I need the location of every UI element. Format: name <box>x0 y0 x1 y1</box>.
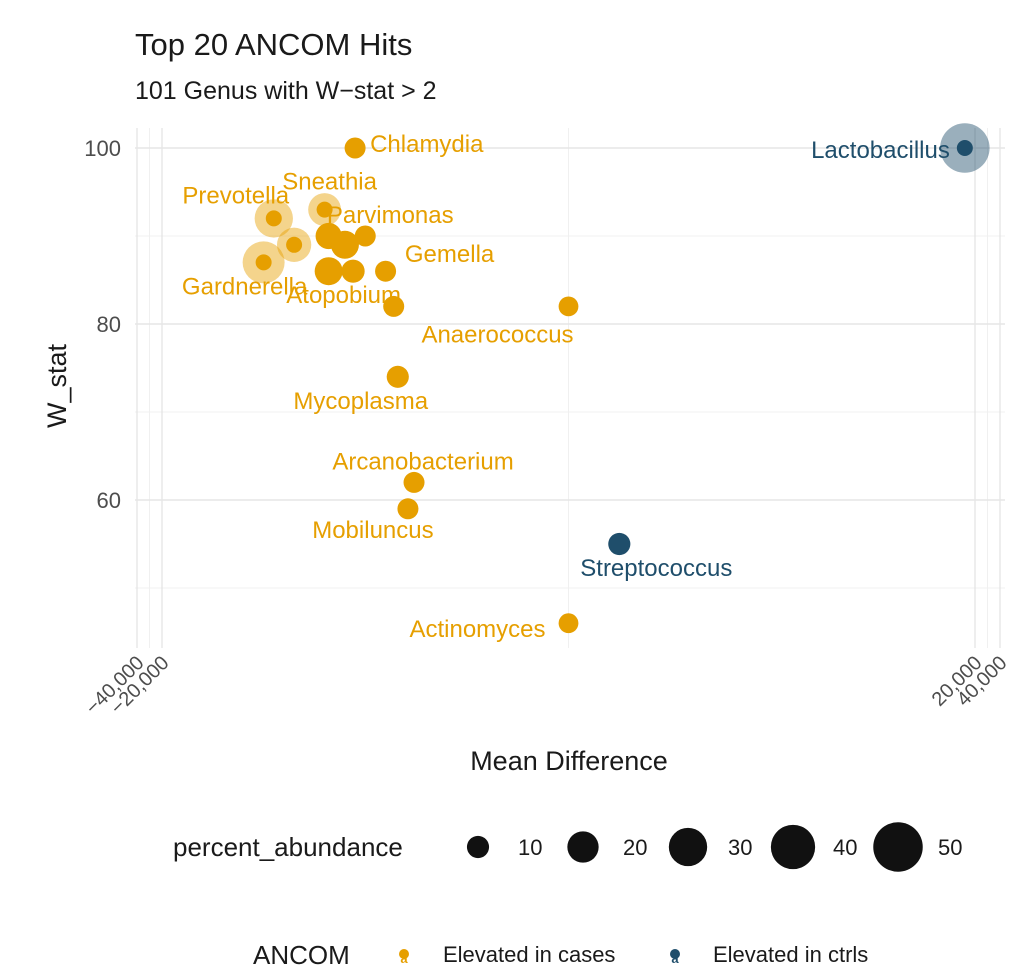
data-point-core <box>286 236 303 253</box>
legend-color-glyph: a <box>400 951 408 966</box>
legend-size-key <box>770 824 816 870</box>
data-point <box>558 613 579 634</box>
data-point-core <box>608 532 631 556</box>
point-label: Gardnerella <box>182 273 308 300</box>
data-point-core <box>383 295 405 317</box>
data-point <box>608 532 631 556</box>
legend-color-swatch <box>399 949 409 959</box>
legend-size-label: 40 <box>833 835 857 860</box>
point-label: Gemella <box>405 241 495 268</box>
point-label: Mobiluncus <box>312 517 433 544</box>
point-label: Streptococcus <box>580 555 732 582</box>
data-point-core <box>386 365 409 388</box>
point-label: Sneathia <box>282 169 377 196</box>
data-point-core <box>330 230 359 259</box>
data-point-core <box>558 296 579 317</box>
data-point <box>308 193 342 227</box>
point-label: Mycoplasma <box>293 388 428 415</box>
data-point-core <box>354 225 376 247</box>
data-point <box>375 260 397 282</box>
data-point <box>341 259 365 283</box>
data-point-core <box>316 201 333 218</box>
data-point <box>314 257 343 286</box>
legend-size-key <box>668 827 708 867</box>
legend-color-label: Elevated in cases <box>443 942 615 967</box>
legend-color-key: a <box>670 949 680 966</box>
data-point <box>383 295 405 317</box>
chart-subtitle: 101 Genus with W−stat > 2 <box>135 77 437 105</box>
y-axis-title: W_stat <box>42 343 72 428</box>
point-label: Arcanobacterium <box>332 448 513 475</box>
chart-title: Top 20 ANCOM Hits <box>135 27 413 62</box>
point-label: Anaerococcus <box>421 321 573 348</box>
legend: percent_abundance 10 20 30 40 50 ANCOM a Elevate… <box>173 822 962 970</box>
legend-color-title: ANCOM <box>253 940 350 970</box>
data-point <box>558 296 579 317</box>
legend-size-key <box>466 835 490 859</box>
data-points <box>242 123 990 634</box>
data-point <box>276 227 312 262</box>
data-point <box>403 471 425 493</box>
legend-size-label: 50 <box>938 835 962 860</box>
point-label: Atopobium <box>286 282 401 309</box>
x-axis-title: Mean Difference <box>470 746 668 776</box>
legend-color-swatch <box>670 949 680 959</box>
legend-color-label: Elevated in ctrls <box>713 942 868 967</box>
legend-size-label: 20 <box>623 835 647 860</box>
grid <box>135 128 1005 648</box>
legend-color-glyph: a <box>671 951 679 966</box>
data-point <box>254 199 293 238</box>
data-point <box>354 225 376 247</box>
data-point <box>242 241 285 284</box>
y-tick-label: 100 <box>84 136 121 161</box>
data-point-core <box>314 257 343 286</box>
y-tick-label: 80 <box>97 312 121 337</box>
y-tick-label: 60 <box>97 488 121 513</box>
data-point-core <box>403 471 425 493</box>
legend-size-title: percent_abundance <box>173 832 403 862</box>
data-point-core <box>341 259 365 283</box>
legend-size-label: 30 <box>728 835 752 860</box>
legend-size-key <box>567 831 599 863</box>
legend-color-key: a <box>399 949 409 966</box>
data-point <box>397 498 419 520</box>
data-point-core <box>956 140 973 156</box>
point-label: Chlamydia <box>370 131 484 158</box>
data-point-core <box>558 613 579 634</box>
data-point <box>940 123 990 173</box>
data-point-core <box>265 210 282 227</box>
data-point-core <box>375 260 397 282</box>
data-point-core <box>397 498 419 520</box>
point-label: Parvimonas <box>327 202 454 229</box>
data-point-core <box>344 137 366 159</box>
point-labels: Chlamydia Lactobacillus PrevotellaSneathia… <box>182 131 950 643</box>
data-point <box>344 137 366 159</box>
point-label: Lactobacillus <box>811 137 950 164</box>
point-label: Actinomyces <box>409 616 545 643</box>
data-point-core <box>255 254 272 271</box>
legend-size-key <box>873 822 923 872</box>
data-point <box>386 365 409 388</box>
data-point <box>330 230 359 259</box>
point-label: Prevotella <box>182 182 289 209</box>
legend-size-label: 10 <box>518 835 542 860</box>
